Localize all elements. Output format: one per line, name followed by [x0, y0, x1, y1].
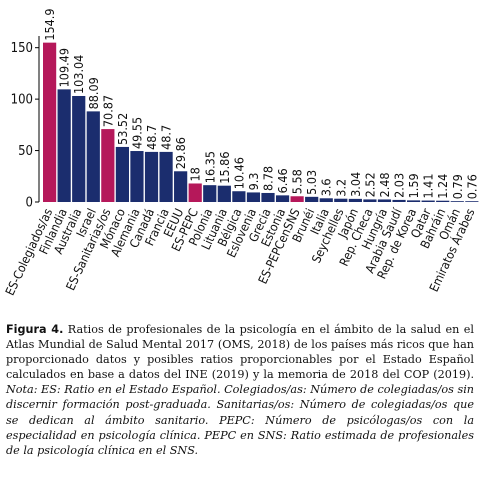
value-label: 8.78	[261, 166, 276, 191]
bar	[232, 191, 246, 202]
bar	[188, 183, 202, 202]
value-label: 6.46	[275, 168, 290, 193]
bar	[261, 192, 275, 202]
value-label: 49.55	[129, 117, 144, 149]
value-label: 5.58	[290, 169, 305, 194]
value-label: 48.7	[159, 125, 174, 150]
value-label: 2.48	[377, 172, 392, 197]
y-axis: 0 50 100 150	[11, 36, 40, 211]
bars-group	[43, 42, 479, 202]
bar	[174, 171, 188, 202]
value-label: 5.03	[304, 170, 319, 195]
bar	[407, 200, 421, 202]
figure-caption: Figura 4. Ratios de profesionales de la …	[6, 322, 474, 458]
value-label: 1.59	[406, 173, 421, 198]
value-label: 2.03	[392, 173, 407, 198]
value-label: 16.35	[202, 151, 217, 183]
y-tick-label: 50	[18, 144, 33, 159]
bar	[72, 95, 86, 202]
value-label: 0.76	[464, 174, 479, 199]
bar	[275, 195, 290, 202]
caption-note: Nota: ES: Ratio en el Estado Español. Co…	[6, 383, 474, 457]
bar	[421, 200, 435, 202]
bar	[290, 196, 304, 202]
bar	[334, 198, 348, 202]
bar	[43, 42, 57, 202]
bar	[159, 151, 173, 202]
value-label: 88.09	[86, 77, 101, 109]
bar	[130, 151, 144, 202]
value-label: 154.9	[42, 8, 57, 40]
bar	[246, 192, 261, 202]
value-label: 3.6	[319, 178, 334, 196]
value-label: 18	[188, 167, 203, 181]
bar	[450, 201, 464, 202]
value-label: 29.86	[173, 137, 188, 169]
bar	[115, 146, 129, 202]
value-label: 109.49	[57, 48, 72, 87]
bar	[57, 89, 71, 202]
value-label: 53.52	[115, 113, 130, 145]
bar	[101, 129, 115, 202]
bar	[203, 185, 217, 202]
value-label: 1.24	[435, 174, 450, 199]
bar	[377, 199, 392, 202]
bar	[305, 196, 319, 202]
bar	[144, 151, 159, 202]
value-label: 9.3	[246, 173, 261, 191]
y-tick-label: 150	[11, 41, 33, 56]
value-label: 15.86	[217, 151, 232, 183]
bar	[465, 201, 479, 202]
bar	[319, 198, 333, 202]
y-tick-label: 0	[26, 196, 33, 211]
bar	[86, 111, 100, 202]
value-label: 10.46	[231, 157, 246, 189]
caption-text: Ratios de profesionales de la psicología…	[6, 323, 475, 382]
bar	[363, 199, 377, 202]
value-label: 70.87	[100, 95, 115, 127]
bar	[392, 199, 406, 202]
bar	[217, 185, 231, 202]
value-label: 3.2	[333, 179, 348, 197]
value-label: 2.52	[362, 172, 377, 197]
figure-label: Figura 4.	[6, 323, 64, 336]
y-tick-label: 100	[11, 93, 33, 108]
value-label: 48.7	[144, 125, 159, 150]
value-label: 0.79	[450, 174, 465, 199]
value-label: 103.04	[71, 55, 86, 94]
value-label: 1.41	[421, 174, 436, 199]
bar	[348, 198, 362, 202]
bar	[436, 200, 450, 202]
value-label: 3.04	[348, 172, 363, 197]
x-tick-labels-group: ES-Colegiados/asFinlandiaAustraliaIsrael…	[3, 205, 478, 297]
